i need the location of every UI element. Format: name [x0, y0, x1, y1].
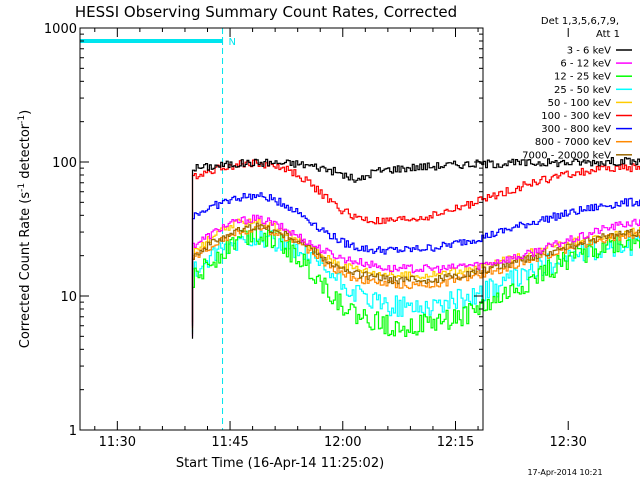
legend-label-7: 300 - 800 keV [541, 124, 611, 135]
series-line-2 [191, 214, 640, 337]
legend-label-5: 50 - 100 keV [548, 98, 612, 109]
x-tick-label: 11:30 [99, 435, 136, 450]
y-tick-label: 1 [69, 424, 77, 439]
x-axis-label: Start Time (16-Apr-14 11:25:02) [176, 456, 384, 471]
x-tick-label: 11:45 [211, 435, 248, 450]
plot-area: N [79, 28, 640, 430]
y-axis: 1 10 100 1000 [44, 22, 483, 439]
chart-title: HESSI Observing Summary Count Rates, Cor… [75, 3, 457, 21]
flag-label: N [229, 37, 236, 48]
x-tick-label: 12:00 [324, 435, 361, 450]
series-line-9 [191, 222, 640, 322]
y-tick-label: 100 [52, 156, 77, 171]
series-line-1 [191, 157, 640, 339]
y-tick-label: 10 [60, 290, 77, 305]
legend-label-9: 7000 - 20000 keV [522, 150, 611, 161]
legend-label-8: 800 - 7000 keV [535, 137, 611, 148]
series-line-6 [191, 159, 640, 328]
legend-label-3: 12 - 25 keV [554, 72, 611, 83]
x-tick-label: 12:30 [549, 435, 586, 450]
series-line-7 [191, 192, 640, 326]
legend-label-2: 6 - 12 keV [560, 59, 611, 70]
plot-frame [79, 27, 484, 431]
x-tick-label: 12:15 [437, 435, 474, 450]
y-tick-label: 1000 [44, 22, 77, 37]
legend-label-6: 100 - 300 keV [541, 111, 611, 122]
legend-label-1: 3 - 6 keV [567, 46, 611, 57]
legend-header-line2: Att 1 [596, 29, 620, 40]
timestamp: 17-Apr-2014 10:21 [527, 468, 602, 477]
series-line-3 [191, 227, 640, 337]
legend-label-4: 25 - 50 keV [554, 85, 611, 96]
y-axis-label: Corrected Count Rate (s-1 detector-1) [17, 110, 33, 348]
legend: 3 - 6 keV 6 - 12 keV 12 - 25 keV 25 - 50 ke… [522, 46, 632, 161]
legend-header-line1: Det 1,3,5,6,7,9, [541, 16, 619, 27]
series-line-8 [191, 225, 640, 324]
